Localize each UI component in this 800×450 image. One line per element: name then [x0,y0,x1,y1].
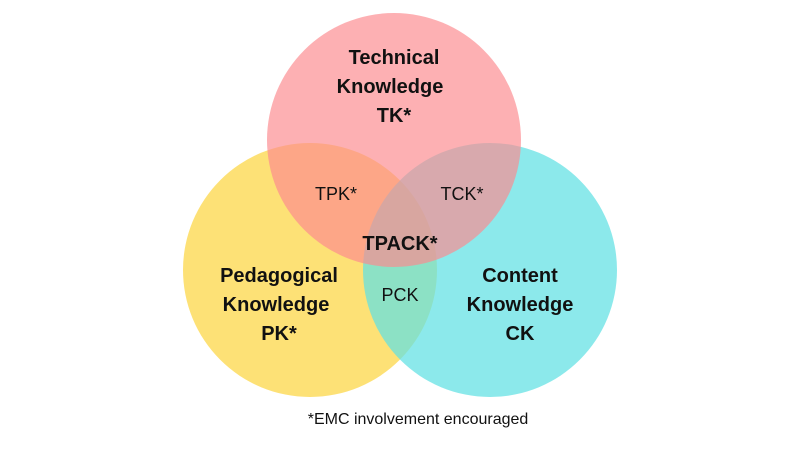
technical-knowledge-line-3: TK* [377,105,412,127]
technical-knowledge-circle [267,13,521,267]
content-knowledge-label: Content Knowledge CK [467,265,574,345]
pck-overlap-label: PCK [381,285,418,305]
tpack-center-label: TPACK* [362,233,437,255]
pedagogical-knowledge-line-3: PK* [261,323,297,345]
pedagogical-knowledge-label: Pedagogical Knowledge PK* [220,265,338,345]
content-knowledge-line-3: CK [506,323,535,345]
technical-knowledge-line-2: Knowledge [337,76,444,98]
pedagogical-knowledge-line-2: Knowledge [223,294,330,316]
tpk-overlap-label: TPK* [315,184,357,204]
pedagogical-knowledge-line-1: Pedagogical [220,265,338,287]
technical-knowledge-line-1: Technical [349,47,440,69]
tck-overlap-label: TCK* [440,184,483,204]
footnote: *EMC involvement encouraged [308,411,529,428]
technical-knowledge-label: Technical Knowledge TK* [337,47,444,127]
content-knowledge-line-2: Knowledge [467,294,574,316]
content-knowledge-line-1: Content [482,265,558,287]
